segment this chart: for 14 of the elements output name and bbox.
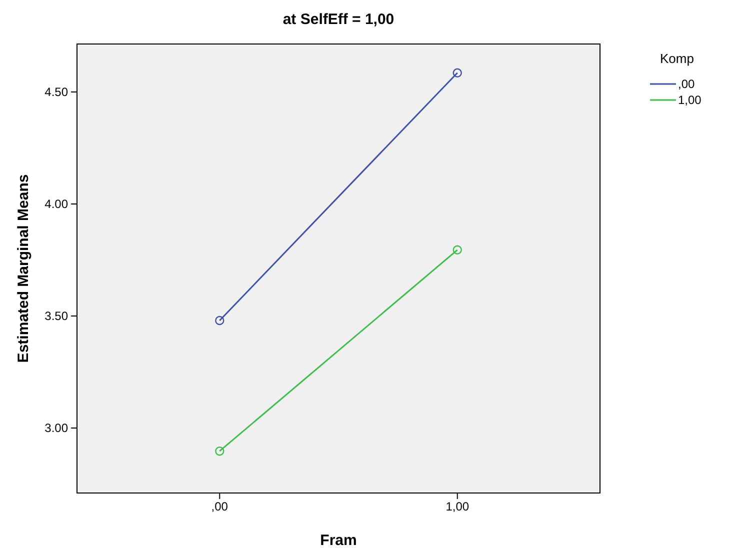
- point: [215, 446, 224, 456]
- legend-label: ,00: [678, 77, 696, 91]
- y-tick-label: 3.50: [44, 308, 68, 323]
- y-tick-label: 4.50: [44, 84, 68, 99]
- legend-label: 1,00: [678, 93, 702, 107]
- y-tick-label: 3.00: [44, 420, 68, 435]
- chart-title: at SelfEff = 1,00: [282, 11, 394, 28]
- point: [452, 245, 462, 255]
- y-axis-title: Estimated Marginal Means: [15, 174, 32, 363]
- x-axis-title: Fram: [320, 532, 357, 548]
- point: [452, 68, 462, 78]
- y-tick-label: 4.00: [44, 196, 68, 211]
- point: [215, 316, 224, 326]
- legend-title: Komp: [660, 51, 694, 66]
